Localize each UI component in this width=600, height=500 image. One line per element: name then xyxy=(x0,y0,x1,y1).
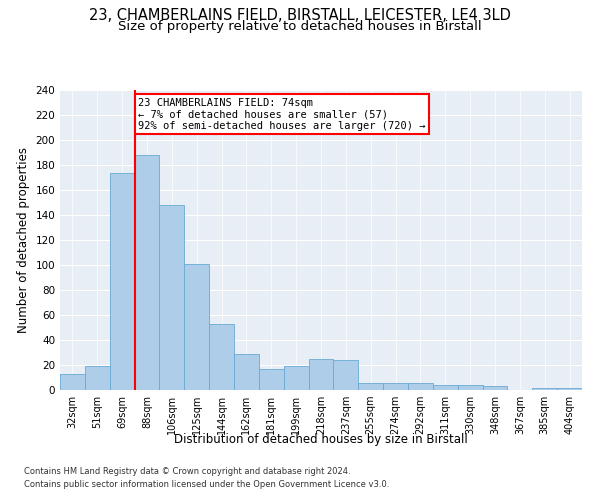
Bar xyxy=(284,366,308,390)
Text: Distribution of detached houses by size in Birstall: Distribution of detached houses by size … xyxy=(174,432,468,446)
Bar xyxy=(110,172,134,390)
Bar xyxy=(482,386,508,390)
Bar xyxy=(85,366,110,390)
Bar xyxy=(458,385,482,390)
Text: Contains public sector information licensed under the Open Government Licence v3: Contains public sector information licen… xyxy=(24,480,389,489)
Bar xyxy=(433,385,458,390)
Bar xyxy=(160,205,184,390)
Bar xyxy=(383,382,408,390)
Text: Contains HM Land Registry data © Crown copyright and database right 2024.: Contains HM Land Registry data © Crown c… xyxy=(24,467,350,476)
Bar xyxy=(209,324,234,390)
Bar xyxy=(557,388,582,390)
Bar xyxy=(308,359,334,390)
Bar xyxy=(234,354,259,390)
Bar xyxy=(259,369,284,390)
Bar xyxy=(134,155,160,390)
Text: 23 CHAMBERLAINS FIELD: 74sqm
← 7% of detached houses are smaller (57)
92% of sem: 23 CHAMBERLAINS FIELD: 74sqm ← 7% of det… xyxy=(139,98,426,130)
Bar xyxy=(408,382,433,390)
Text: Size of property relative to detached houses in Birstall: Size of property relative to detached ho… xyxy=(118,20,482,33)
Bar xyxy=(334,360,358,390)
Bar xyxy=(60,374,85,390)
Bar xyxy=(532,388,557,390)
Bar xyxy=(358,382,383,390)
Bar xyxy=(184,264,209,390)
Y-axis label: Number of detached properties: Number of detached properties xyxy=(17,147,30,333)
Text: 23, CHAMBERLAINS FIELD, BIRSTALL, LEICESTER, LE4 3LD: 23, CHAMBERLAINS FIELD, BIRSTALL, LEICES… xyxy=(89,8,511,22)
